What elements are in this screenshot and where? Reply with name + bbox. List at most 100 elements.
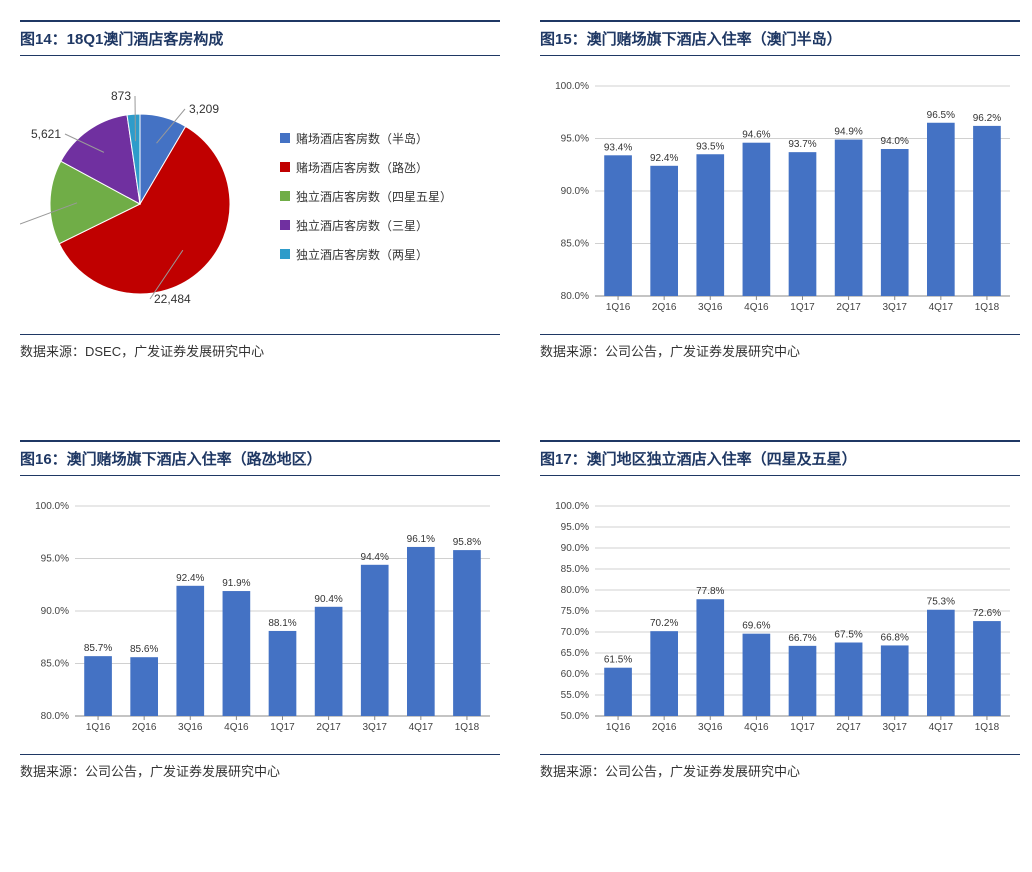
bar-value-label: 93.4% (604, 142, 632, 153)
bar-value-label: 75.3% (927, 597, 955, 608)
legend-swatch (280, 162, 290, 172)
bar (315, 607, 343, 716)
bar (973, 621, 1001, 716)
legend-swatch (280, 249, 290, 259)
legend-swatch (280, 133, 290, 143)
bar-value-label: 66.8% (881, 632, 909, 643)
x-tick-label: 3Q16 (178, 722, 203, 733)
bar (973, 126, 1001, 296)
y-tick-label: 60.0% (561, 669, 589, 680)
y-tick-label: 80.0% (561, 585, 589, 596)
x-tick-label: 1Q18 (975, 722, 1000, 733)
bar-value-label: 91.9% (222, 578, 250, 589)
y-tick-label: 85.0% (41, 659, 69, 670)
y-tick-label: 80.0% (561, 291, 589, 302)
bar (743, 143, 771, 296)
x-tick-label: 4Q16 (224, 722, 249, 733)
legend-item: 独立酒店客房数（四星五星） (280, 188, 500, 205)
legend-item: 独立酒店客房数（两星） (280, 246, 500, 263)
x-tick-label: 4Q17 (409, 722, 434, 733)
y-tick-label: 90.0% (561, 543, 589, 554)
y-tick-label: 55.0% (561, 690, 589, 701)
y-tick-label: 95.0% (561, 522, 589, 533)
x-tick-label: 1Q17 (790, 722, 815, 733)
bar-value-label: 94.6% (742, 130, 770, 141)
x-tick-label: 4Q16 (744, 302, 769, 313)
bar-value-label: 67.5% (834, 630, 862, 641)
y-tick-label: 100.0% (555, 81, 589, 92)
legend-label: 独立酒店客房数（两星） (296, 246, 428, 263)
bar (927, 123, 955, 296)
legend-item: 独立酒店客房数（三星） (280, 217, 500, 234)
bar (743, 634, 771, 716)
bar (223, 591, 251, 716)
pie-value-label: 873 (111, 89, 131, 103)
legend-label: 赌场酒店客房数（半岛） (296, 130, 428, 147)
bar-value-label: 94.4% (361, 552, 389, 563)
bar (927, 610, 955, 716)
y-tick-label: 90.0% (41, 606, 69, 617)
x-tick-label: 2Q17 (836, 302, 861, 313)
x-tick-label: 2Q17 (836, 722, 861, 733)
bar-value-label: 72.6% (973, 608, 1001, 619)
x-tick-label: 3Q16 (698, 302, 723, 313)
bar (881, 149, 909, 296)
bar-value-label: 66.7% (788, 633, 816, 644)
legend-item: 赌场酒店客房数（半岛） (280, 130, 500, 147)
fig14-legend: 赌场酒店客房数（半岛） 赌场酒店客房数（路氹） 独立酒店客房数（四星五星） 独立酒店客… (280, 118, 500, 275)
legend-item: 赌场酒店客房数（路氹） (280, 159, 500, 176)
bar-value-label: 96.5% (927, 110, 955, 121)
y-tick-label: 95.0% (561, 134, 589, 145)
bar-value-label: 95.8% (453, 537, 481, 548)
bar (650, 166, 678, 296)
pie-value-label: 5,621 (31, 127, 61, 141)
x-tick-label: 2Q17 (316, 722, 341, 733)
bar-value-label: 61.5% (604, 655, 632, 666)
x-tick-label: 3Q17 (882, 302, 907, 313)
bar-value-label: 92.4% (176, 573, 204, 584)
fig15-source: 数据来源：公司公告，广发证券发展研究中心 (540, 334, 1020, 360)
legend-label: 独立酒店客房数（四星五星） (296, 188, 452, 205)
fig17-source: 数据来源：公司公告，广发证券发展研究中心 (540, 754, 1020, 780)
x-tick-label: 3Q17 (882, 722, 907, 733)
panel-fig15: 图15：澳门赌场旗下酒店入住率（澳门半岛） 80.0%85.0%90.0%95.… (540, 20, 1020, 360)
fig15-title: 图15：澳门赌场旗下酒店入住率（澳门半岛） (540, 20, 1020, 56)
bar (361, 565, 389, 716)
x-tick-label: 2Q16 (652, 302, 677, 313)
bar-value-label: 96.2% (973, 113, 1001, 124)
x-tick-label: 4Q17 (929, 302, 954, 313)
bar-value-label: 85.7% (84, 643, 112, 654)
bar-value-label: 94.9% (834, 127, 862, 138)
panel-fig14: 图14：18Q1澳门酒店客房构成 3,20922,4845,7515,62187… (20, 20, 500, 360)
bar-value-label: 88.1% (268, 618, 296, 629)
x-tick-label: 1Q18 (975, 302, 1000, 313)
legend-label: 赌场酒店客房数（路氹） (296, 159, 428, 176)
bar-value-label: 96.1% (407, 534, 435, 545)
panel-fig16: 图16：澳门赌场旗下酒店入住率（路氹地区） 80.0%85.0%90.0%95.… (20, 440, 500, 780)
bar-value-label: 94.0% (881, 136, 909, 147)
bar (604, 668, 632, 716)
bar (789, 646, 817, 716)
bar-value-label: 92.4% (650, 153, 678, 164)
bar (269, 631, 297, 716)
bar (881, 645, 909, 716)
fig14-pie: 3,20922,4845,7515,621873 (20, 64, 280, 329)
pie-value-label: 22,484 (154, 292, 191, 306)
y-tick-label: 100.0% (35, 501, 69, 512)
bar-value-label: 85.6% (130, 644, 158, 655)
fig17-chart: 50.0%55.0%60.0%65.0%70.0%75.0%80.0%85.0%… (540, 486, 1020, 746)
bar (604, 155, 632, 296)
y-tick-label: 100.0% (555, 501, 589, 512)
x-tick-label: 3Q17 (362, 722, 387, 733)
bar-value-label: 93.7% (788, 139, 816, 150)
bar (789, 152, 817, 296)
x-tick-label: 4Q16 (744, 722, 769, 733)
x-tick-label: 2Q16 (132, 722, 157, 733)
bar (835, 643, 863, 717)
fig16-title: 图16：澳门赌场旗下酒店入住率（路氹地区） (20, 440, 500, 476)
bar (696, 154, 724, 296)
bar (696, 599, 724, 716)
legend-swatch (280, 191, 290, 201)
bar (650, 631, 678, 716)
y-tick-label: 70.0% (561, 627, 589, 638)
